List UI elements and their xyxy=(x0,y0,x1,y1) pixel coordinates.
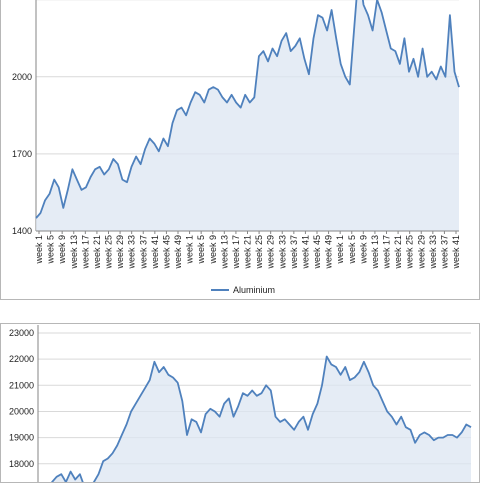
second-chart-y-tick-label: 18000 xyxy=(9,459,34,469)
second-chart-y-tick-label: 21000 xyxy=(9,380,34,390)
aluminium-chart-x-tick-label: week 25 xyxy=(405,235,415,270)
aluminium-chart-x-tick-label: week 5 xyxy=(46,235,56,265)
aluminium-chart-x-tick-label: week 25 xyxy=(104,235,114,270)
aluminium-chart-y-tick-label: 1700 xyxy=(12,149,32,159)
aluminium-chart-x-tick-label: week 41 xyxy=(451,235,461,270)
aluminium-chart-x-tick-label: week 25 xyxy=(254,235,264,270)
aluminium-chart-x-tick-label: week 33 xyxy=(277,235,287,270)
aluminium-chart-x-tick-label: week 45 xyxy=(161,235,171,270)
aluminium-chart-x-tick-label: week 29 xyxy=(266,235,276,270)
second-chart-series-line xyxy=(51,355,472,482)
second-chart-panel: 17000180001900020000210002200023000 xyxy=(0,323,480,483)
aluminium-chart-x-tick-label: week 49 xyxy=(173,235,183,270)
aluminium-chart-x-tick-label: week 45 xyxy=(312,235,322,270)
second-chart-series-area xyxy=(52,356,471,482)
aluminium-chart-x-tick-label: week 41 xyxy=(150,235,160,270)
second-chart-y-tick-label: 22000 xyxy=(9,354,34,364)
aluminium-chart-x-tick-label: week 17 xyxy=(80,235,90,270)
aluminium-chart-y-tick-label: 2000 xyxy=(12,72,32,82)
aluminium-chart-x-tick-label: week 9 xyxy=(358,235,368,265)
aluminium-chart-x-tick-label: week 33 xyxy=(127,235,137,270)
aluminium-chart-x-tick-label: week 37 xyxy=(138,235,148,270)
second-chart: 17000180001900020000210002200023000 xyxy=(9,325,472,482)
aluminium-chart-x-tick-label: week 33 xyxy=(428,235,438,270)
aluminium-chart-panel: 1400 1700 2000 week 1 week 5 week 9 week 13 wee… xyxy=(0,0,480,300)
aluminium-chart-x-tick-label: week 1 xyxy=(34,235,44,265)
aluminium-chart-x-tick-label: week 21 xyxy=(393,235,403,270)
aluminium-chart-x-tick-label: week 21 xyxy=(243,235,253,270)
aluminium-chart-x-tick-label: week 5 xyxy=(196,235,206,265)
aluminium-chart-y-tick-label: 1400 xyxy=(12,226,32,236)
aluminium-chart-x-tick-label: week 29 xyxy=(416,235,426,270)
aluminium-chart-series-area xyxy=(36,0,459,231)
second-chart-y-tick-label: 19000 xyxy=(9,433,34,443)
aluminium-chart-series-line xyxy=(35,0,460,219)
aluminium-chart-x-tick-label: week 29 xyxy=(115,235,125,270)
aluminium-chart-x-tick-label: week 9 xyxy=(57,235,67,265)
aluminium-chart-legend-label: Aluminium xyxy=(233,285,275,295)
second-chart-y-tick-label: 20000 xyxy=(9,406,34,416)
aluminium-chart-x-tick-label: week 21 xyxy=(92,235,102,270)
aluminium-chart-x-tick-label: week 17 xyxy=(231,235,241,270)
aluminium-chart-x-tick-label: week 13 xyxy=(370,235,380,270)
aluminium-chart-x-tick-label: week 41 xyxy=(300,235,310,270)
aluminium-chart-x-tick-label: week 1 xyxy=(335,235,345,265)
aluminium-chart-x-tick-label: week 1 xyxy=(185,235,195,265)
aluminium-chart-x-tick-label: week 5 xyxy=(347,235,357,265)
aluminium-chart-x-tick-label: week 37 xyxy=(439,235,449,270)
second-chart-y-tick-label: 23000 xyxy=(9,328,34,338)
aluminium-chart-x-tick-label: week 13 xyxy=(69,235,79,270)
aluminium-chart-x-tick-label: week 9 xyxy=(208,235,218,265)
aluminium-chart-x-tick-label: week 13 xyxy=(219,235,229,270)
aluminium-chart-x-tick-label: week 17 xyxy=(382,235,392,270)
aluminium-chart-x-tick-label: week 49 xyxy=(324,235,334,270)
aluminium-chart-x-tick-label: week 37 xyxy=(289,235,299,270)
